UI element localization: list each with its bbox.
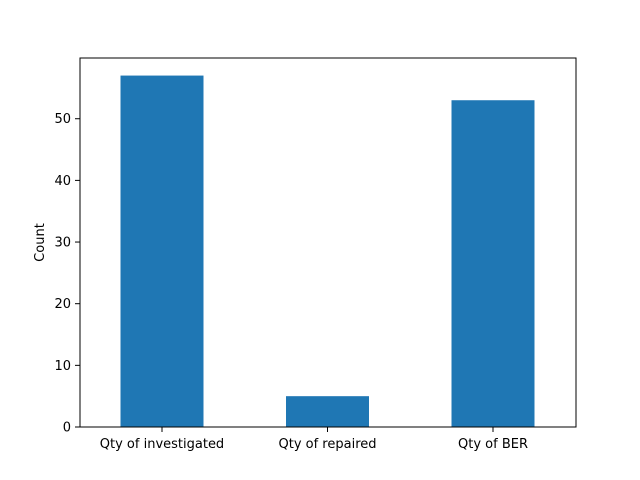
y-tick-label: 50 xyxy=(54,112,71,127)
y-axis-label: Count xyxy=(33,223,48,262)
bars-group xyxy=(120,75,535,428)
bar-1 xyxy=(286,396,369,427)
y-axis-ticks: 0 10 20 30 40 50 xyxy=(54,112,80,436)
x-tick-label: Qty of BER xyxy=(458,437,528,452)
x-axis-ticks: Qty of investigated Qty of repaired Qty of… xyxy=(100,427,528,452)
bar-0 xyxy=(120,75,204,428)
y-tick-label: 0 xyxy=(63,421,71,436)
y-tick-label: 10 xyxy=(54,359,71,374)
x-tick-label: Qty of repaired xyxy=(278,437,376,452)
x-tick-label: Qty of investigated xyxy=(100,437,224,452)
y-tick-label: 20 xyxy=(54,297,71,312)
plot-frame xyxy=(79,57,577,428)
y-tick-label: 40 xyxy=(54,174,71,189)
bar-2 xyxy=(451,100,535,427)
y-tick-label: 30 xyxy=(54,236,71,251)
